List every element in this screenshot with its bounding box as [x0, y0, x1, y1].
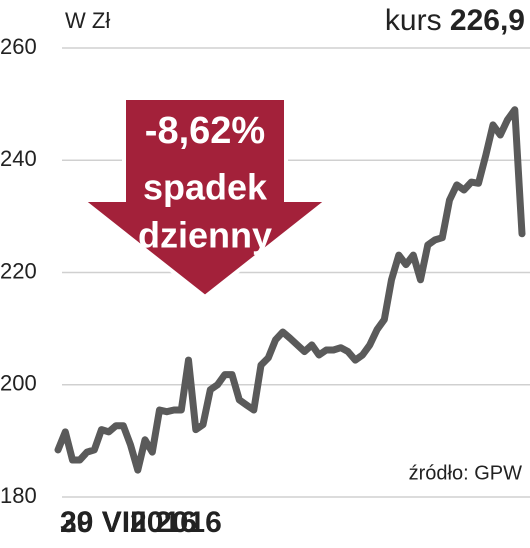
callout-change: -8,62%	[145, 110, 265, 152]
y-tick-label: 180	[0, 483, 37, 508]
callout-line1: spadek	[143, 167, 268, 208]
source: źródło: GPW	[409, 462, 522, 484]
unit-label: W Zł	[65, 8, 110, 33]
y-tick-label: 240	[0, 146, 37, 171]
y-tick-label: 260	[0, 34, 37, 59]
callout-line2: dzienny	[138, 215, 272, 256]
current-price: kurs 226,9	[385, 4, 525, 37]
callout-arrow	[76, 96, 334, 300]
current-label: kurs	[385, 4, 442, 37]
y-tick-label: 220	[0, 258, 37, 283]
current-value: 226,9	[450, 4, 525, 37]
x-tick-label: 29 VIII 2016	[60, 506, 222, 539]
y-tick-label: 200	[0, 371, 37, 396]
price-line	[54, 106, 526, 474]
x-tick-label: 30 V 2016	[60, 506, 197, 539]
